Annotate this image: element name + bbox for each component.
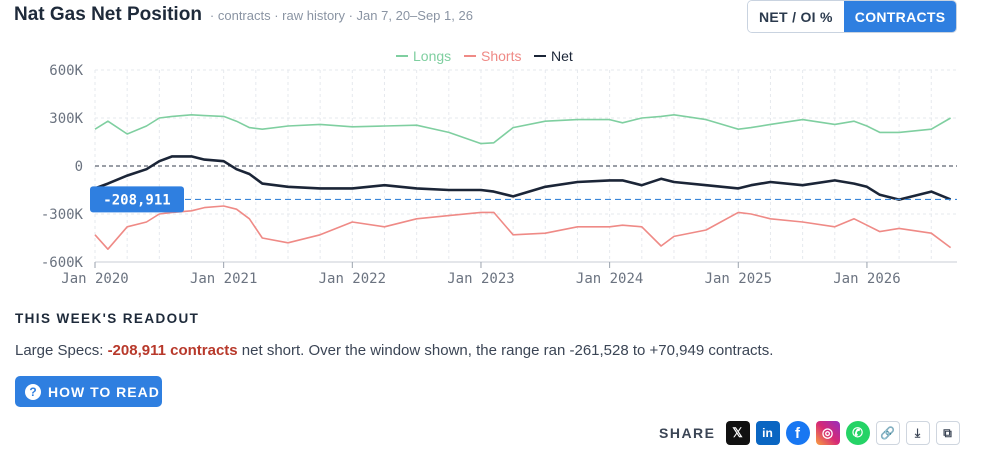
unit-toggle: NET / OI % CONTRACTS — [747, 0, 958, 33]
copy-icon[interactable]: ⧉ — [935, 421, 960, 445]
whatsapp-icon[interactable]: ✆ — [845, 421, 870, 445]
page-subtitle: · contracts · raw history · Jan 7, 20–Se… — [209, 8, 473, 23]
readout-suffix: net short. Over the window shown, the ra… — [237, 342, 774, 359]
readout-highlight: -208,911 contracts — [107, 342, 238, 359]
current-value-badge — [90, 186, 184, 213]
page-title: Nat Gas Net Position — [14, 4, 202, 25]
toggle-contracts-button[interactable]: CONTRACTS — [843, 1, 957, 32]
y-tick-label: -300K — [41, 207, 84, 223]
how-to-read-label: HOW TO READ — [48, 383, 160, 400]
y-tick-label: 300K — [49, 111, 83, 127]
x-tick-label: Jan 2024 — [576, 271, 643, 287]
question-icon: ? — [25, 383, 41, 400]
instagram-icon[interactable]: ◎ — [815, 421, 840, 445]
readout-heading: THIS WEEK'S READOUT — [15, 311, 200, 326]
download-icon[interactable]: ⤓ — [905, 421, 930, 445]
x-tick-label: Jan 2021 — [190, 271, 257, 287]
share-bar: SHARE 𝕏 in f ◎ ✆ 🔗 ⤓ ⧉ — [659, 421, 960, 445]
y-tick-label: 600K — [49, 63, 83, 79]
x-tick-label: Jan 2026 — [833, 271, 900, 287]
series-line-longs — [94, 114, 952, 145]
x-icon[interactable]: 𝕏 — [725, 421, 750, 445]
y-tick-label: -600K — [41, 255, 84, 271]
readout-text: Large Specs: -208,911 contracts net shor… — [15, 342, 773, 359]
share-label: SHARE — [659, 425, 716, 441]
x-tick-label: Jan 2020 — [61, 271, 128, 287]
facebook-icon[interactable]: f — [785, 421, 810, 445]
current-value-label: -208,911 — [103, 192, 170, 208]
linkedin-icon[interactable]: in — [755, 421, 780, 445]
toggle-net-oi-button[interactable]: NET / OI % — [748, 1, 844, 32]
series-line-net — [94, 155, 952, 201]
legend-label-shorts: Shorts — [481, 48, 521, 64]
readout-prefix: Large Specs: — [15, 342, 108, 359]
link-icon[interactable]: 🔗 — [875, 421, 900, 445]
legend-label-net: Net — [551, 48, 573, 64]
x-tick-label: Jan 2025 — [705, 271, 772, 287]
how-to-read-button[interactable]: ? HOW TO READ — [15, 376, 162, 407]
title-row: Nat Gas Net Position · contracts · raw h… — [14, 4, 473, 26]
x-tick-label: Jan 2022 — [319, 271, 386, 287]
x-tick-label: Jan 2023 — [447, 271, 514, 287]
legend-label-longs: Longs — [413, 48, 451, 64]
y-tick-label: 0 — [75, 159, 83, 175]
series-line-shorts — [94, 205, 952, 250]
